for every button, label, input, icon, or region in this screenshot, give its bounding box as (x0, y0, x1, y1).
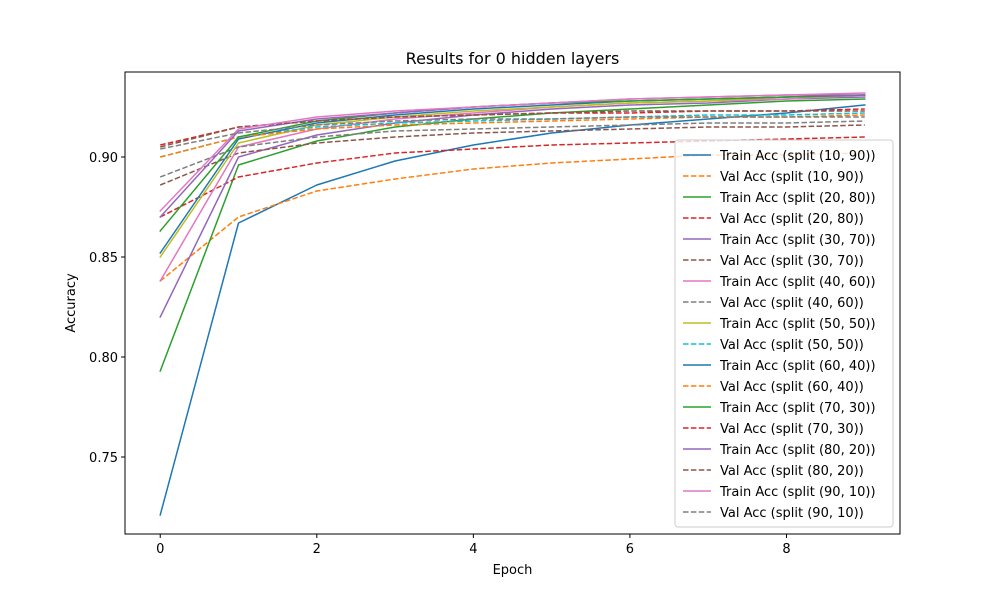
y-axis: 0.75 0.80 0.85 0.90 (89, 151, 125, 466)
x-tick-label: 8 (782, 542, 790, 557)
legend-label: Train Acc (split (30, 70)) (719, 233, 876, 248)
y-tick-label: 0.85 (89, 251, 118, 266)
series-line-9 (159, 94, 866, 259)
legend-label: Val Acc (split (80, 20)) (720, 464, 864, 479)
series-line-2 (159, 152, 865, 282)
series-line-17 (159, 92, 866, 213)
x-axis-label: Epoch (493, 563, 533, 578)
legend-label: Train Acc (split (60, 40)) (719, 359, 876, 374)
series-line-4 (159, 136, 865, 218)
x-axis: 0 2 4 6 8 (156, 534, 791, 557)
axes-frame (124, 71, 901, 535)
legend-label: Val Acc (split (50, 50)) (720, 338, 864, 353)
legend-label: Train Acc (split (80, 20)) (719, 443, 876, 458)
series-line-5 (159, 96, 866, 319)
y-tick-label: 0.80 (89, 351, 118, 366)
series-line-18 (160, 116, 865, 150)
legend-label: Val Acc (split (30, 70)) (720, 254, 864, 269)
chart-title: Results for 0 hidden layers (406, 49, 620, 68)
x-tick-label: 4 (469, 542, 477, 557)
legend-box (674, 139, 894, 528)
legend-label: Train Acc (split (70, 30)) (719, 401, 876, 416)
x-tick-label: 2 (313, 542, 321, 557)
legend-label: Val Acc (split (10, 90)) (720, 170, 864, 185)
legend-label: Val Acc (split (40, 60)) (720, 296, 864, 311)
legend-label: Train Acc (split (10, 90)) (719, 149, 876, 164)
series-line-8 (159, 120, 865, 178)
legend-label: Train Acc (split (50, 50)) (719, 317, 876, 332)
y-axis-label: Accuracy (64, 273, 79, 333)
y-tick-label: 0.90 (89, 151, 118, 166)
legend-label: Val Acc (split (20, 80)) (720, 212, 864, 227)
legend: Train Acc (split (10, 90)) Val Acc (split… (674, 139, 894, 528)
legend-label: Val Acc (split (60, 40)) (720, 380, 864, 395)
series-line-3 (159, 98, 866, 372)
series-line-16 (160, 110, 865, 148)
legend-label: Train Acc (split (20, 80)) (719, 191, 876, 206)
legend-label: Train Acc (split (90, 10)) (719, 485, 876, 500)
series-line-12 (160, 114, 865, 158)
plot-lines (159, 92, 866, 516)
legend-label: Val Acc (split (90, 10)) (720, 506, 864, 521)
x-tick-label: 6 (626, 542, 634, 557)
y-tick-label: 0.75 (89, 451, 118, 466)
legend-label: Val Acc (split (70, 30)) (720, 422, 864, 437)
series-line-6 (159, 124, 865, 186)
legend-label: Train Acc (split (40, 60)) (719, 275, 876, 290)
series-line-10 (160, 112, 865, 158)
x-tick-label: 0 (156, 542, 164, 557)
series-line-7 (159, 94, 866, 283)
